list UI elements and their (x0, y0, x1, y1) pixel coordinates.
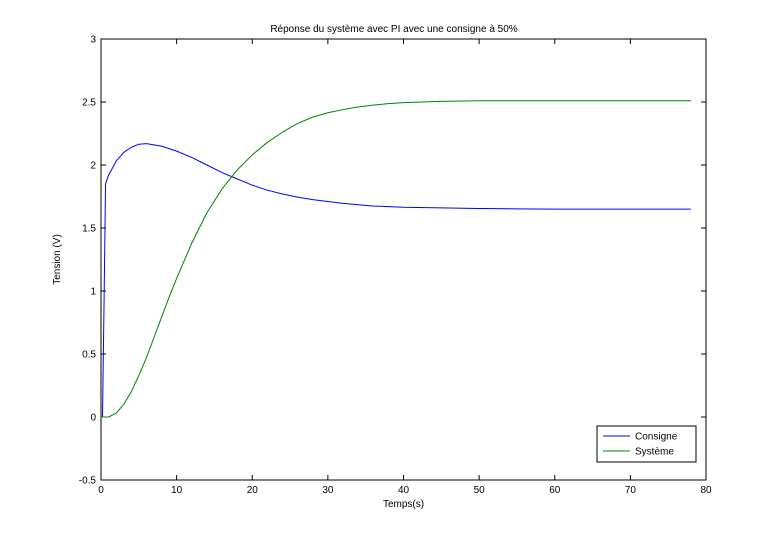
x-tick-label: 70 (625, 485, 637, 496)
series-line-systeme (101, 100, 691, 418)
y-tick-label: 0.5 (82, 350, 96, 361)
legend-label-consigne: Consigne (635, 432, 678, 443)
legend-box (596, 425, 697, 463)
y-tick-label: -0.5 (79, 476, 97, 487)
axes-box (100, 38, 707, 481)
y-tick-label: 2 (90, 161, 96, 172)
y-axis-ticks: -0.5 0 0.5 1 1.5 2 2.5 3 (79, 35, 706, 487)
x-axis-ticks: 0 10 20 30 40 50 60 70 80 (98, 39, 712, 496)
y-tick-label: 3 (90, 35, 96, 46)
x-tick-label: 60 (549, 485, 561, 496)
chart-title: Réponse du système avec PI avec une cons… (270, 24, 517, 35)
x-tick-label: 20 (247, 485, 259, 496)
x-tick-label: 80 (700, 485, 712, 496)
x-tick-label: 10 (171, 485, 183, 496)
y-tick-label: 0 (90, 413, 96, 424)
legend-label-systeme: Système (635, 447, 674, 458)
y-tick-label: 2.5 (82, 98, 96, 109)
plot-area: 0 10 20 30 40 50 60 70 80 -0.500.511.522.53 (79, 35, 712, 497)
y-tick-label: 1 (90, 287, 96, 298)
x-axis-label: Temps(s) (383, 499, 424, 510)
x-tick-label: 0 (98, 485, 104, 496)
series-lines (101, 100, 691, 418)
x-tick-label: 40 (398, 485, 410, 496)
y-axis-label: Tension (V) (52, 234, 63, 285)
x-tick-label: 30 (322, 485, 334, 496)
x-tick-label: 50 (474, 485, 486, 496)
y-tick-label: 1.5 (82, 224, 96, 235)
series-line-consigne (101, 143, 691, 418)
legend: Consigne Système (596, 425, 697, 463)
